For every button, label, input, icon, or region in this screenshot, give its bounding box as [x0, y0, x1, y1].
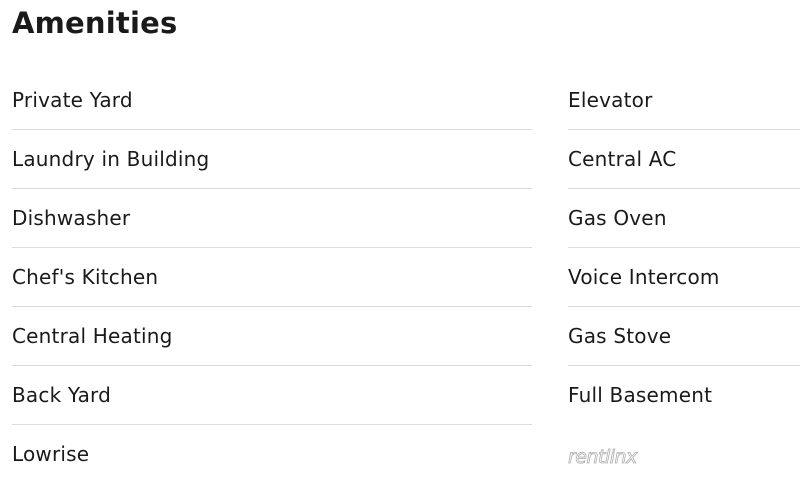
amenities-left-column: Private Yard Laundry in Building Dishwas… — [12, 71, 532, 483]
amenity-item: Full Basement — [568, 383, 713, 407]
amenity-item: Voice Intercom — [568, 248, 800, 307]
amenity-item: Back Yard — [12, 366, 532, 425]
watermark-logo: rentlinx — [568, 446, 638, 469]
amenity-item: Laundry in Building — [12, 130, 532, 189]
amenity-item: Dishwasher — [12, 189, 532, 248]
amenity-item: Lowrise — [12, 442, 90, 466]
amenity-item: Central AC — [568, 130, 800, 189]
amenity-item: Gas Stove — [568, 307, 800, 366]
amenity-item: Elevator — [568, 71, 800, 130]
section-title: Amenities — [12, 6, 178, 40]
amenity-item: Chef's Kitchen — [12, 248, 532, 307]
amenity-item: Private Yard — [12, 71, 532, 130]
amenities-right-column: Elevator Central AC Gas Oven Voice Inter… — [568, 71, 800, 424]
amenity-item: Gas Oven — [568, 189, 800, 248]
amenity-item: Central Heating — [12, 307, 532, 366]
